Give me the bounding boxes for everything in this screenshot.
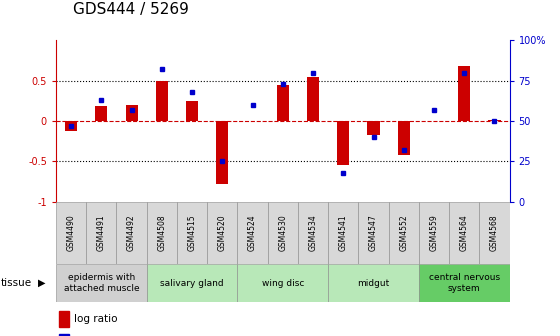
Text: tissue: tissue (1, 278, 32, 288)
Bar (59, 334, 69, 336)
Bar (479, 202, 510, 264)
Bar (216, 121, 228, 184)
Bar (268, 202, 298, 264)
Bar (56, 202, 86, 264)
Bar (358, 202, 389, 264)
Text: central nervous
system: central nervous system (428, 274, 500, 293)
Text: salivary gland: salivary gland (160, 279, 224, 288)
Bar (337, 121, 349, 165)
Text: GSM4508: GSM4508 (157, 214, 166, 251)
Text: GSM4559: GSM4559 (430, 214, 438, 251)
Text: GSM4515: GSM4515 (188, 214, 197, 251)
Text: epidermis with
attached muscle: epidermis with attached muscle (63, 274, 139, 293)
Text: GSM4568: GSM4568 (490, 214, 499, 251)
Text: GSM4530: GSM4530 (278, 214, 287, 251)
Text: GSM4541: GSM4541 (339, 214, 348, 251)
Bar (156, 81, 168, 121)
Text: GSM4520: GSM4520 (218, 214, 227, 251)
Text: GSM4524: GSM4524 (248, 214, 257, 251)
Bar (86, 202, 116, 264)
Bar (177, 202, 207, 264)
Bar (147, 264, 237, 302)
Text: midgut: midgut (357, 279, 390, 288)
Bar (237, 264, 328, 302)
Bar (59, 311, 69, 327)
Bar (328, 202, 358, 264)
Bar (307, 77, 319, 121)
Text: GDS444 / 5269: GDS444 / 5269 (73, 2, 189, 17)
Bar (458, 66, 470, 121)
Bar (488, 120, 501, 121)
Text: ▶: ▶ (38, 278, 45, 288)
Bar (398, 121, 410, 155)
Text: GSM4564: GSM4564 (460, 214, 469, 251)
Text: GSM4491: GSM4491 (97, 214, 106, 251)
Bar (419, 264, 510, 302)
Bar (65, 121, 77, 131)
Bar (419, 202, 449, 264)
Bar (328, 264, 419, 302)
Text: GSM4547: GSM4547 (369, 214, 378, 251)
Bar (95, 107, 108, 121)
Bar (237, 202, 268, 264)
Text: GSM4490: GSM4490 (67, 214, 76, 251)
Bar (367, 121, 380, 135)
Bar (449, 202, 479, 264)
Bar (298, 202, 328, 264)
Bar (186, 101, 198, 121)
Bar (277, 85, 289, 121)
Bar (125, 105, 138, 121)
Text: wing disc: wing disc (262, 279, 304, 288)
Bar (207, 202, 237, 264)
Bar (147, 202, 177, 264)
Bar (116, 202, 147, 264)
Text: GSM4552: GSM4552 (399, 214, 408, 251)
Bar (389, 202, 419, 264)
Text: GSM4534: GSM4534 (309, 214, 318, 251)
Bar (56, 264, 147, 302)
Text: log ratio: log ratio (73, 314, 117, 324)
Text: GSM4492: GSM4492 (127, 214, 136, 251)
